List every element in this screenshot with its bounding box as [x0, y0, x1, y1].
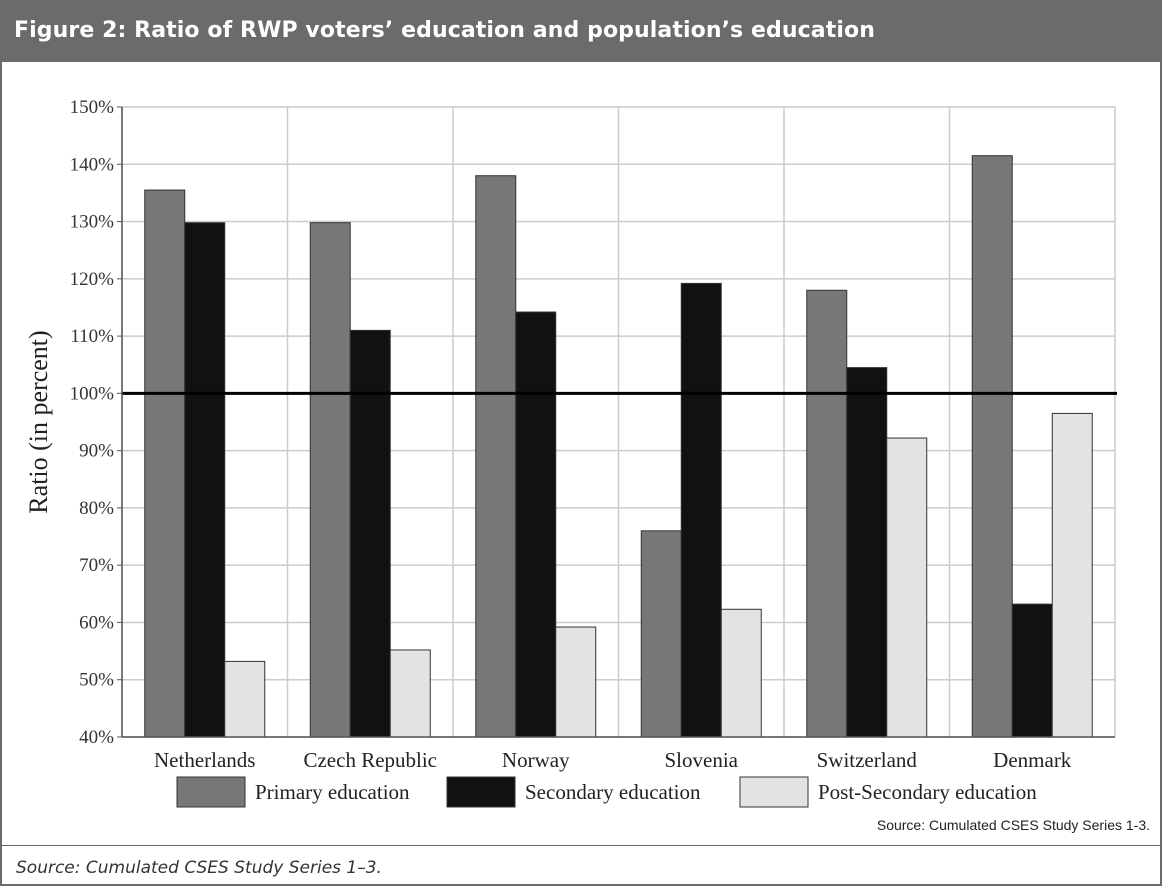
x-tick-label: Czech Republic	[303, 748, 437, 772]
legend: Primary education Secondary education Post…	[176, 776, 1037, 808]
legend-swatch	[176, 776, 246, 808]
x-tick-label: Switzerland	[817, 748, 918, 772]
bar-post-secondary-education-denmark	[1051, 412, 1093, 738]
y-tick-label: 50%	[79, 670, 114, 691]
y-tick-label: 110%	[70, 326, 114, 347]
bar-primary-education-czech-republic	[309, 222, 351, 738]
figure-title: Figure 2: Ratio of RWP voters’ education…	[14, 18, 875, 43]
bar-secondary-education-denmark	[1011, 603, 1053, 738]
axes: 40% 50% 60% 70% 80% 90% 100% 110% 120% 130% 140% 15…	[24, 97, 1115, 772]
footer-divider	[2, 845, 1160, 846]
legend-label: Post-Secondary education	[818, 780, 1037, 804]
y-tick-label: 90%	[79, 441, 114, 462]
legend-swatch	[446, 776, 516, 808]
bar-primary-education-slovenia	[640, 530, 682, 738]
y-tick-label: 40%	[79, 727, 114, 748]
y-tick-label: 140%	[70, 154, 115, 175]
bar-post-secondary-education-slovenia	[720, 608, 762, 738]
figure-header: Figure 2: Ratio of RWP voters’ education…	[2, 2, 1160, 62]
chart-container: 40% 50% 60% 70% 80% 90% 100% 110% 120% 130% 140% 15…	[2, 62, 1160, 846]
x-tick-label: Slovenia	[665, 748, 739, 772]
bar-secondary-education-slovenia	[680, 282, 722, 738]
grid-lines	[121, 106, 1116, 738]
y-tick-label: 100%	[70, 383, 115, 404]
bars	[144, 155, 1093, 738]
footer-source: Source: Cumulated CSES Study Series 1–3.	[16, 858, 382, 878]
x-tick-label: Denmark	[993, 748, 1072, 772]
bar-secondary-education-netherlands	[184, 222, 226, 738]
legend-label: Secondary education	[525, 780, 701, 804]
y-tick-label: 70%	[79, 555, 114, 576]
bar-post-secondary-education-netherlands	[224, 660, 266, 738]
y-axis-title: Ratio (in percent)	[24, 330, 53, 513]
bar-secondary-education-switzerland	[846, 367, 888, 738]
y-tick-label: 130%	[70, 212, 115, 233]
bar-secondary-education-czech-republic	[349, 329, 391, 738]
x-tick-label: Netherlands	[154, 748, 255, 772]
legend-label: Primary education	[255, 780, 410, 804]
bar-chart: 40% 50% 60% 70% 80% 90% 100% 110% 120% 130% 140% 15…	[24, 97, 1150, 833]
y-tick-label: 80%	[79, 498, 114, 519]
bar-post-secondary-education-czech-republic	[389, 649, 431, 738]
x-tick-label: Norway	[502, 748, 570, 772]
bar-secondary-education-norway	[515, 311, 557, 738]
y-tick-label: 120%	[70, 269, 115, 290]
bar-primary-education-denmark	[971, 155, 1013, 738]
bar-primary-education-switzerland	[806, 289, 848, 738]
y-tick-label: 60%	[79, 612, 114, 633]
bar-primary-education-norway	[475, 175, 517, 738]
bar-post-secondary-education-switzerland	[886, 437, 928, 738]
y-tick-label: 150%	[70, 97, 115, 118]
chart-source-annotation: Source: Cumulated CSES Study Series 1-3.	[877, 817, 1150, 833]
legend-swatch	[739, 776, 809, 808]
bar-post-secondary-education-norway	[555, 626, 597, 738]
bar-primary-education-netherlands	[144, 189, 186, 738]
